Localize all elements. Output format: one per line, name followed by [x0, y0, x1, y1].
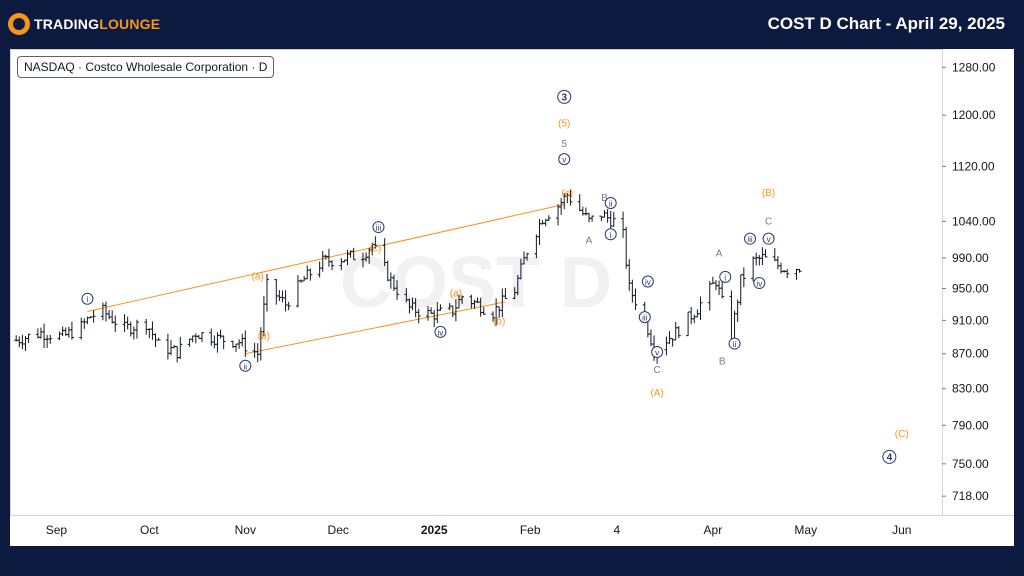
y-tick-label: 1200.00	[952, 108, 996, 122]
wave-label: ii	[244, 362, 248, 371]
wave-label: iv	[438, 328, 444, 337]
wave-label: (5)	[558, 119, 570, 130]
chart-panel[interactable]: COST D 1280.00 1200.00 1120.00 1040.00 990.00…	[10, 49, 1014, 546]
trend-channel-line	[245, 301, 506, 355]
x-tick-label: 2025	[421, 523, 448, 537]
symbol-legend[interactable]: NASDAQ · Costco Wholesale Corporation · …	[17, 56, 275, 78]
y-tick-label: 790.00	[952, 418, 989, 432]
wave-label: ii	[733, 340, 737, 349]
wave-label: (a)	[450, 288, 462, 299]
x-tick-label: Feb	[520, 523, 541, 537]
y-tick-label: 1040.00	[952, 214, 996, 228]
wave-label-circle	[557, 89, 572, 104]
logo-text: TRADINGLOUNGE	[34, 16, 160, 32]
wave-label-circle	[434, 325, 447, 338]
wave-label-circle	[882, 449, 897, 464]
wave-label: (c)	[562, 189, 574, 200]
y-tick-label: 950.00	[952, 281, 989, 295]
wave-label: (b)	[493, 316, 505, 327]
wave-label-circle	[81, 292, 94, 305]
wave-label: 4	[887, 452, 893, 463]
wave-label: C	[765, 217, 772, 228]
wave-label-circle	[744, 232, 757, 245]
wave-label: (a)	[252, 271, 264, 282]
y-tick-label: 1120.00	[952, 159, 995, 173]
wave-label: v	[767, 235, 771, 244]
wave-label: A	[716, 249, 723, 260]
wave-label: B	[601, 193, 608, 204]
wave-label-circle	[753, 277, 766, 290]
chart-title: COST D Chart - April 29, 2025	[767, 14, 1005, 33]
y-tick-label: 910.00	[952, 313, 989, 327]
x-tick-label: May	[794, 523, 817, 537]
price-chart[interactable]: COST D 1280.00 1200.00 1120.00 1040.00 990.00…	[10, 49, 1014, 546]
x-tick-label: Apr	[704, 523, 723, 537]
y-tick-label: 990.00	[952, 251, 989, 265]
wave-label-circle	[558, 153, 571, 166]
wave-label: B	[719, 357, 726, 368]
wave-label-circle	[604, 228, 617, 241]
y-tick-label: 1280.00	[952, 60, 996, 74]
wave-label-circle	[728, 337, 741, 350]
x-tick-label: Oct	[140, 523, 159, 537]
logo-text-part1: TRADING	[34, 16, 100, 32]
x-tick-label: Nov	[235, 523, 256, 537]
x-tick-label: Jun	[892, 523, 911, 537]
wave-label: iii	[376, 224, 382, 233]
wave-label: (b)	[258, 331, 270, 342]
logo-text-part2: LOUNGE	[99, 16, 161, 32]
x-tick-label: Dec	[328, 523, 349, 537]
wave-label-circle	[641, 275, 654, 288]
wave-label: (c)	[370, 243, 382, 254]
y-tick-label: 718.00	[952, 489, 989, 503]
wave-label: (B)	[762, 188, 775, 199]
wave-label-circle	[651, 346, 664, 359]
wave-label-circle	[604, 197, 617, 210]
wave-label: iii	[747, 235, 753, 244]
tradinglounge-logo: TRADINGLOUNGE	[8, 11, 160, 37]
top-bar: TRADINGLOUNGE COST D Chart - April 29, 2…	[0, 0, 1024, 46]
wave-label: v	[655, 349, 659, 358]
x-tick-label: 4	[614, 523, 621, 537]
wave-label: iv	[645, 278, 651, 287]
wave-label-circle	[239, 359, 252, 372]
wave-label: v	[562, 156, 566, 165]
y-tick-label: 870.00	[952, 347, 989, 361]
wave-label: iii	[642, 314, 648, 323]
x-tick-label: Sep	[46, 523, 68, 537]
wave-label-circle	[372, 221, 385, 234]
wave-label: C	[654, 365, 661, 376]
wave-label: (A)	[650, 388, 663, 399]
wave-label: i	[87, 295, 89, 304]
wave-label-circle	[638, 311, 651, 324]
wave-label: 5	[561, 139, 567, 150]
logo-mark-icon	[8, 13, 30, 35]
wave-label: i	[724, 273, 726, 282]
y-tick-label: 750.00	[952, 457, 989, 471]
wave-label: 3	[561, 92, 567, 103]
wave-label: i	[610, 231, 612, 240]
wave-label: ii	[609, 200, 613, 209]
wave-label: A	[586, 235, 593, 246]
wave-label: (C)	[895, 429, 909, 440]
wave-label-circle	[719, 270, 732, 283]
y-tick-label: 830.00	[952, 382, 989, 396]
watermark: COST D	[340, 243, 612, 323]
wave-label-circle	[762, 232, 775, 245]
wave-label: iv	[756, 280, 762, 289]
